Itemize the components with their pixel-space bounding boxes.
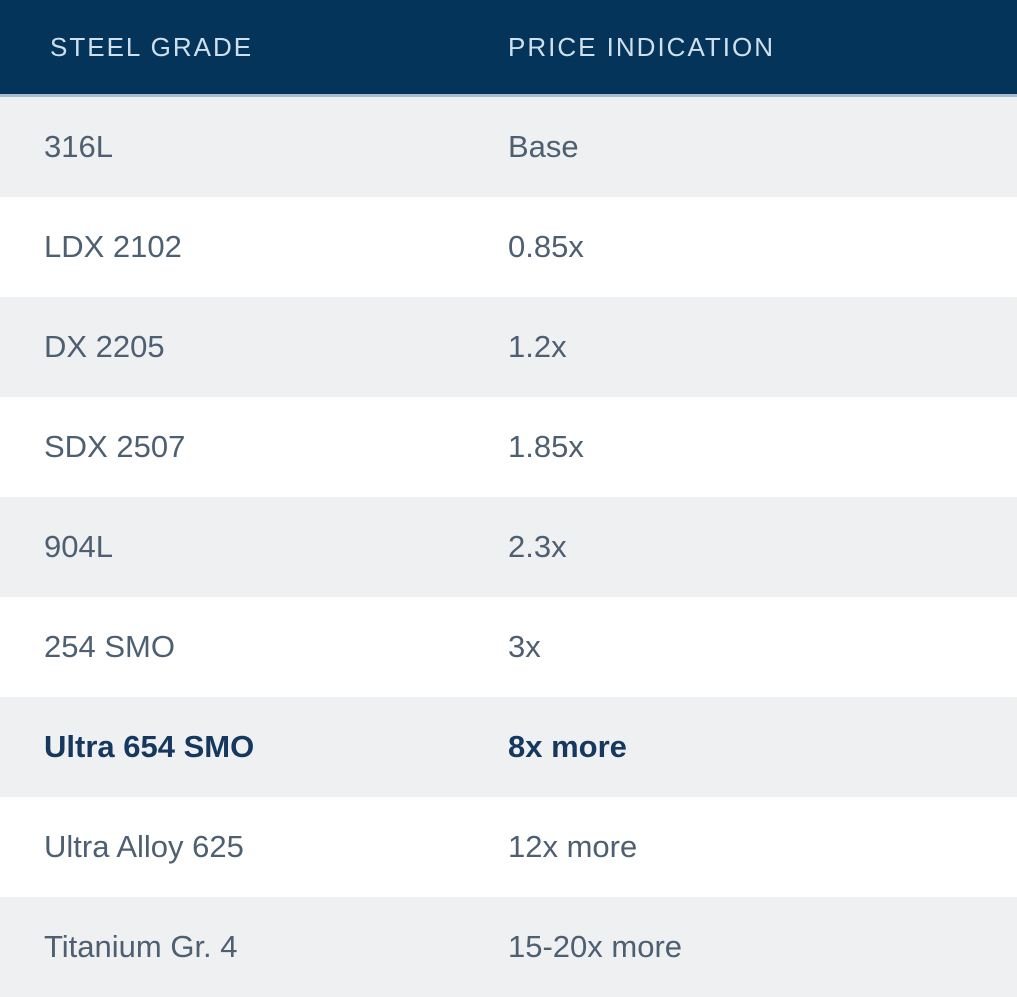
table-row: 316L Base <box>0 97 1017 197</box>
table-row: 254 SMO 3x <box>0 597 1017 697</box>
price-cell: 1.2x <box>508 329 567 364</box>
price-cell: Base <box>508 129 579 164</box>
grade-cell: 254 SMO <box>44 629 175 664</box>
grade-cell: Ultra 654 SMO <box>44 729 255 764</box>
table-row: 904L 2.3x <box>0 497 1017 597</box>
price-cell: 3x <box>508 629 541 664</box>
table-row: Ultra Alloy 625 12x more <box>0 797 1017 897</box>
table-row: Titanium Gr. 4 15-20x more <box>0 897 1017 997</box>
grade-cell: 904L <box>44 529 113 564</box>
grade-cell: Titanium Gr. 4 <box>44 929 238 964</box>
table-row-emphasized: Ultra 654 SMO 8x more <box>0 697 1017 797</box>
grade-cell: LDX 2102 <box>44 229 182 264</box>
price-cell: 1.85x <box>508 429 584 464</box>
table-row: LDX 2102 0.85x <box>0 197 1017 297</box>
column-header-price-indication: PRICE INDICATION <box>508 31 775 62</box>
price-cell: 2.3x <box>508 529 567 564</box>
price-cell: 8x more <box>508 729 627 764</box>
price-cell: 12x more <box>508 829 638 864</box>
grade-cell: DX 2205 <box>44 329 165 364</box>
table-header-row: STEEL GRADE PRICE INDICATION <box>0 0 1017 97</box>
price-cell: 0.85x <box>508 229 584 264</box>
column-header-steel-grade: STEEL GRADE <box>50 31 254 62</box>
grade-cell: SDX 2507 <box>44 429 186 464</box>
table-row: SDX 2507 1.85x <box>0 397 1017 497</box>
table-row: DX 2205 1.2x <box>0 297 1017 397</box>
grade-cell: Ultra Alloy 625 <box>44 829 244 864</box>
grade-cell: 316L <box>44 129 113 164</box>
price-cell: 15-20x more <box>508 929 683 964</box>
